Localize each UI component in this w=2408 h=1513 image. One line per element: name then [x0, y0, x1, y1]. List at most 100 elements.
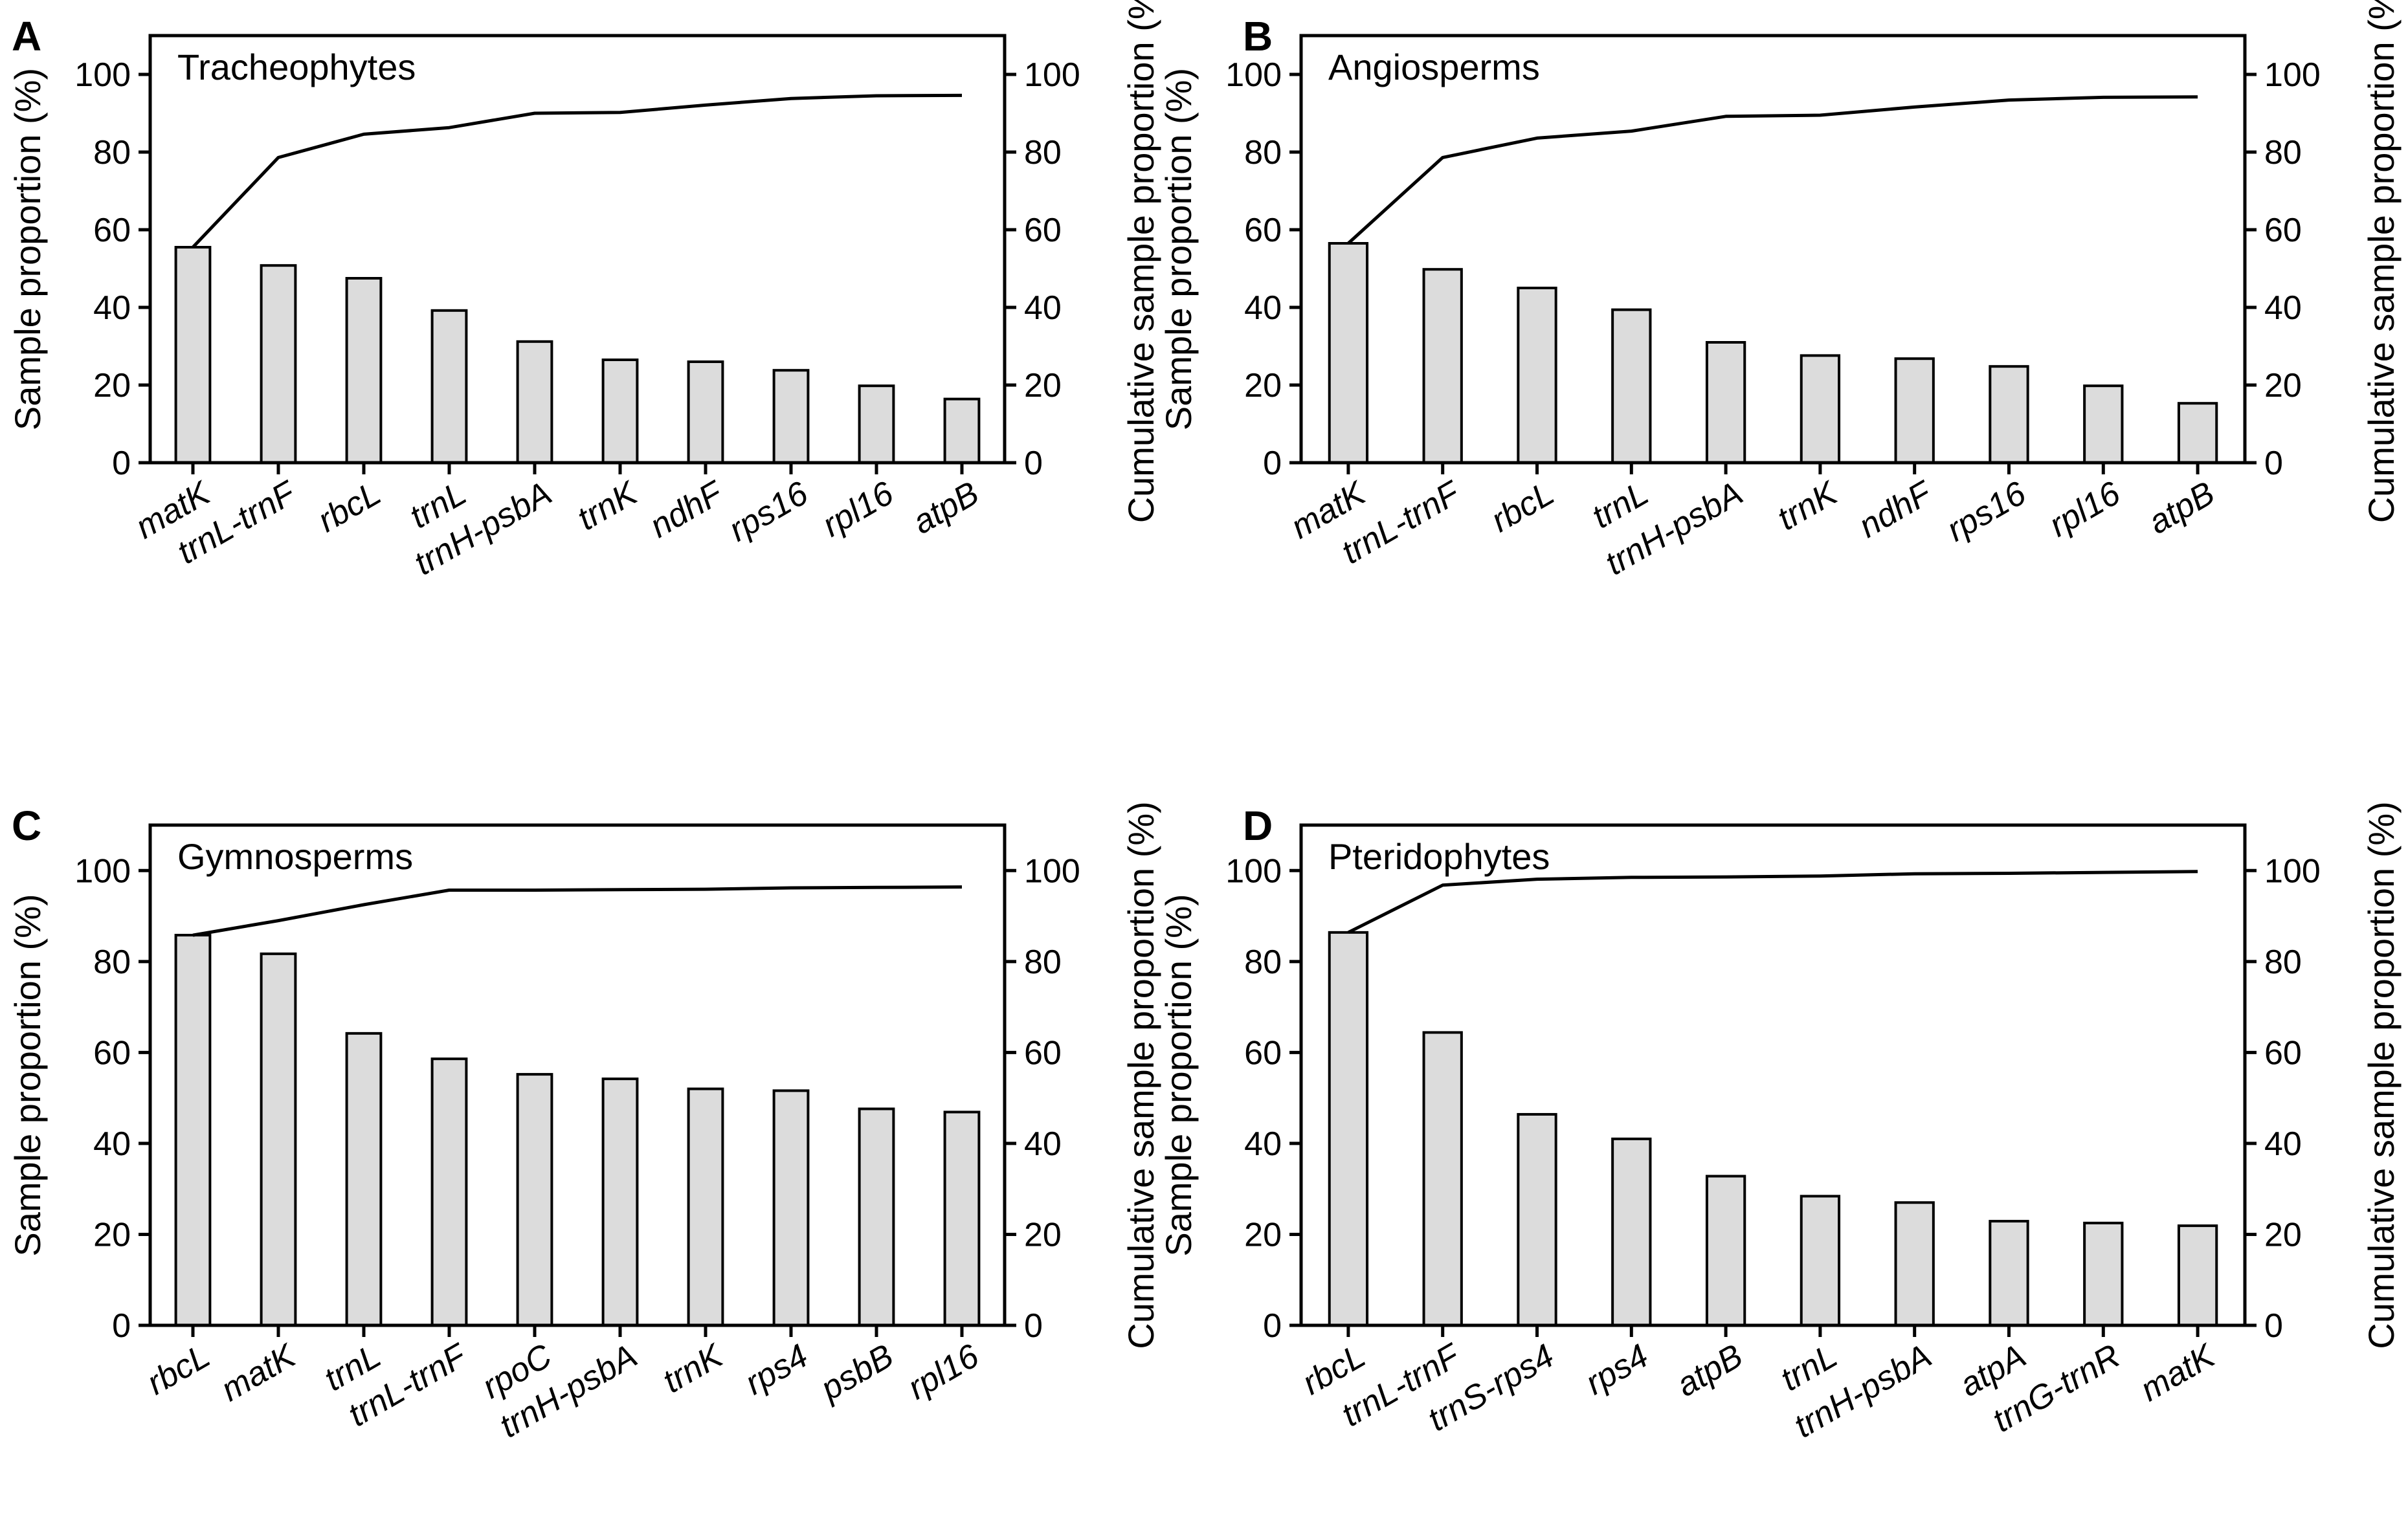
bar — [345, 1032, 383, 1327]
y-tick-label-right: 20 — [1024, 1216, 1062, 1253]
bar — [943, 1110, 981, 1327]
panel-c: C Gymnosperms 0 0 20 20 40 40 60 60 80 80 100 100 rbcL… — [7, 801, 1161, 1445]
bar — [687, 360, 724, 464]
bar — [1800, 354, 1841, 465]
x-tick-label: atpB — [2142, 474, 2221, 542]
plot-frame — [148, 34, 1007, 465]
y-tick-label-right: 100 — [1024, 56, 1080, 94]
y-tick-label-right: 80 — [2264, 134, 2302, 171]
bar — [1328, 242, 1369, 464]
panel-letter: B — [1243, 13, 1273, 60]
x-tick-label: rps4 — [739, 1337, 814, 1402]
cumulative-line — [192, 885, 963, 937]
y-tick-label-left: 100 — [1225, 56, 1282, 94]
y-tick-label-right: 20 — [2264, 1216, 2302, 1253]
bar — [1894, 357, 1935, 465]
y-tick-label-right: 40 — [1024, 289, 1062, 327]
bar — [1705, 1175, 1746, 1327]
x-tick-label: trnK — [1771, 474, 1845, 538]
y-tick-label-left: 20 — [1244, 367, 1282, 404]
y-tick-label-left: 60 — [1244, 1034, 1282, 1072]
bar — [2083, 384, 2124, 465]
panel-title: Gymnosperms — [177, 836, 413, 877]
bar — [1705, 341, 1746, 464]
y-tick-label-left: 100 — [1225, 852, 1282, 890]
x-tick-label: rpl16 — [902, 1337, 985, 1407]
y-tick-label-right: 60 — [1024, 212, 1062, 249]
y-tick-label-left: 20 — [93, 367, 131, 404]
y-tick-label-left: 80 — [1244, 944, 1282, 981]
y-tick-label-left: 20 — [1244, 1216, 1282, 1253]
bar — [1422, 1031, 1463, 1327]
y-tick-label-right: 60 — [2264, 1034, 2302, 1072]
y-axis-label-left: Sample proportion (%) — [7, 68, 48, 430]
panel-letter: D — [1243, 802, 1273, 849]
cumulative-line — [1347, 870, 2198, 934]
y-tick-label-right: 20 — [2264, 367, 2302, 404]
y-tick-label-right: 0 — [1024, 445, 1043, 482]
panel-letter: A — [12, 13, 41, 60]
bar — [260, 264, 297, 464]
x-tick-label: rps16 — [722, 474, 814, 549]
bar — [687, 1087, 724, 1327]
bar — [345, 277, 383, 464]
y-axis-label-left: Sample proportion (%) — [7, 894, 48, 1256]
x-tick-label: rbcL — [311, 474, 387, 540]
x-tick-label: atpB — [906, 474, 985, 542]
plot-frame — [1299, 823, 2247, 1327]
x-tick-label: psbB — [814, 1337, 900, 1408]
x-tick-label: rbcL — [1485, 474, 1561, 540]
bar — [260, 952, 297, 1327]
x-tick-label: atpB — [1670, 1337, 1749, 1404]
bar — [2177, 1224, 2218, 1327]
bar — [430, 1057, 468, 1327]
y-tick-label-left: 100 — [74, 852, 131, 890]
bar — [516, 340, 553, 464]
bar — [1611, 1137, 1652, 1327]
y-tick-label-right: 20 — [1024, 367, 1062, 404]
y-tick-label-left: 0 — [1263, 1307, 1282, 1345]
plot-frame — [148, 823, 1007, 1327]
bar — [2083, 1221, 2124, 1327]
bar — [2177, 402, 2218, 465]
cumulative-line — [192, 93, 963, 248]
bar — [858, 1107, 895, 1327]
y-tick-label-left: 40 — [1244, 289, 1282, 327]
x-tick-label: matK — [215, 1336, 303, 1409]
y-tick-label-left: 80 — [93, 134, 131, 171]
x-tick-label: trnK — [571, 474, 645, 538]
y-tick-label-left: 80 — [1244, 134, 1282, 171]
y-tick-label-left: 80 — [93, 944, 131, 981]
bar — [516, 1073, 553, 1327]
y-axis-label-right: Cumulative sample proportion (%) — [2361, 801, 2402, 1349]
bar — [1422, 268, 1463, 464]
y-tick-label-left: 60 — [93, 1034, 131, 1072]
y-tick-label-right: 60 — [2264, 212, 2302, 249]
y-tick-label-right: 40 — [2264, 1125, 2302, 1163]
panel-title: Pteridophytes — [1328, 836, 1550, 877]
x-tick-label: ndhF — [1853, 474, 1939, 546]
y-axis-label-left: Sample proportion (%) — [1158, 894, 1199, 1256]
y-axis-label-left: Sample proportion (%) — [1158, 68, 1199, 430]
bar — [772, 369, 810, 465]
y-tick-label-left: 40 — [93, 1125, 131, 1163]
plot-frame — [1299, 34, 2247, 465]
y-tick-label-left: 60 — [93, 212, 131, 249]
y-tick-label-right: 100 — [2264, 852, 2321, 890]
bar — [174, 934, 212, 1327]
x-tick-label: trnK — [656, 1336, 730, 1400]
panel-title: Angiosperms — [1328, 47, 1540, 87]
x-tick-label: rpl16 — [2043, 474, 2126, 544]
y-tick-label-right: 80 — [1024, 134, 1062, 171]
bar — [1989, 1220, 2029, 1327]
y-tick-label-right: 0 — [2264, 1307, 2283, 1345]
x-tick-label: matK — [2134, 1336, 2222, 1409]
cumulative-line — [1347, 95, 2198, 245]
bar — [858, 384, 895, 465]
x-tick-label: rbcL — [140, 1337, 216, 1402]
y-tick-label-left: 40 — [93, 289, 131, 327]
